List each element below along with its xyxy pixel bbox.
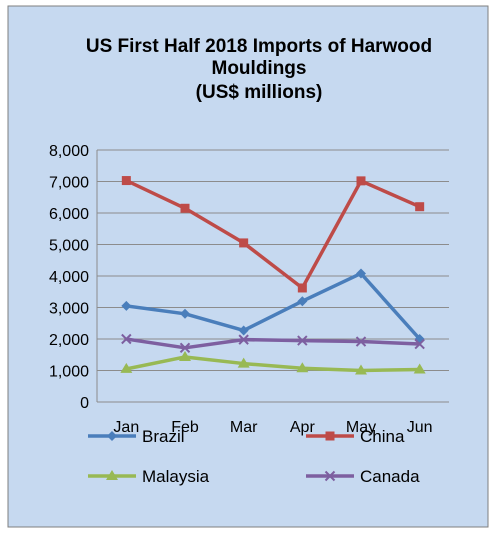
data-point-canada: [414, 338, 425, 350]
legend-marker-brazil: [107, 431, 117, 441]
data-point-malaysia: [237, 357, 250, 368]
data-point-china: [121, 176, 131, 186]
chart-title-line: (US$ millions): [196, 82, 323, 103]
series-line-malaysia: [125, 355, 420, 373]
y-tick-label: 3,000: [49, 301, 89, 318]
y-tick-label: 7,000: [49, 175, 89, 192]
data-point-malaysia: [120, 362, 133, 373]
data-point-canada: [297, 335, 308, 346]
data-point-brazil: [297, 296, 308, 307]
y-tick-label: 2,000: [49, 332, 89, 349]
legend-marker-malaysia: [106, 470, 118, 480]
x-tick-label: Apr: [290, 419, 316, 436]
x-tick-label: Mar: [230, 419, 258, 436]
data-point-china: [356, 176, 366, 186]
data-point-canada: [179, 342, 191, 354]
chart-title-line: US First Half 2018 Imports of Harwood: [86, 36, 432, 57]
data-point-china: [239, 238, 249, 248]
y-tick-label: 6,000: [49, 206, 89, 223]
data-point-malaysia: [355, 364, 367, 375]
y-tick-label: 5,000: [49, 238, 89, 255]
data-point-china: [297, 283, 307, 293]
x-tick-label: Jun: [407, 419, 433, 436]
legend-label-canada: Canada: [360, 467, 420, 486]
data-point-brazil: [180, 308, 190, 319]
x-tick-label: Jan: [113, 419, 139, 436]
data-point-brazil: [238, 325, 249, 336]
data-point-malaysia: [413, 363, 426, 374]
series-line-brazil: [126, 271, 421, 341]
y-tick-label: 0: [80, 395, 89, 412]
y-tick-label: 8,000: [49, 143, 89, 160]
data-point-brazil: [356, 268, 366, 279]
series-line-canada: [126, 337, 420, 350]
x-tick-label: Feb: [171, 419, 199, 436]
data-point-canada: [355, 336, 367, 347]
legend-marker-canada: [324, 470, 336, 482]
legend-label-malaysia: Malaysia: [142, 467, 210, 486]
data-point-brazil: [121, 300, 132, 311]
data-point-canada: [121, 333, 132, 345]
legend-label-china: China: [360, 427, 405, 446]
data-point-china: [415, 202, 425, 212]
x-tick-label: May: [346, 419, 376, 436]
data-point-malaysia: [179, 350, 191, 361]
series-line-china: [125, 178, 421, 290]
data-point-china: [180, 203, 190, 213]
chart-title-line: Mouldings: [212, 58, 307, 79]
y-tick-label: 4,000: [49, 269, 89, 286]
data-point-canada: [238, 334, 249, 345]
legend-label-brazil: Brazil: [142, 427, 185, 446]
data-point-malaysia: [296, 362, 309, 373]
legend-marker-china: [325, 431, 335, 441]
y-tick-label: 1,000: [49, 364, 89, 381]
